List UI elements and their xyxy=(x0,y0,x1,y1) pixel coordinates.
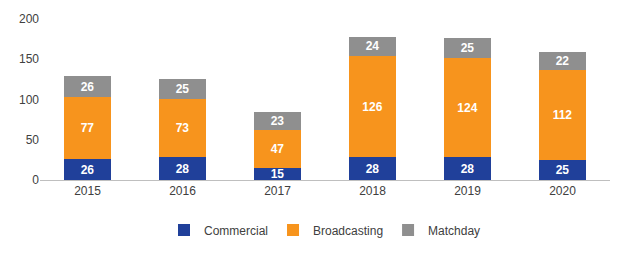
svg-text:124: 124 xyxy=(457,101,477,115)
svg-text:28: 28 xyxy=(176,162,190,176)
svg-text:Commercial: Commercial xyxy=(204,224,268,238)
svg-text:77: 77 xyxy=(81,121,95,135)
svg-text:73: 73 xyxy=(176,121,190,135)
svg-text:22: 22 xyxy=(556,54,570,68)
svg-text:28: 28 xyxy=(366,162,380,176)
svg-text:15: 15 xyxy=(271,167,285,181)
svg-text:2016: 2016 xyxy=(169,184,196,198)
svg-text:2020: 2020 xyxy=(549,184,576,198)
svg-text:25: 25 xyxy=(176,82,190,96)
svg-text:200: 200 xyxy=(19,12,39,26)
svg-text:23: 23 xyxy=(271,114,285,128)
svg-text:2015: 2015 xyxy=(74,184,101,198)
svg-text:26: 26 xyxy=(81,80,95,94)
svg-text:25: 25 xyxy=(461,41,475,55)
svg-text:150: 150 xyxy=(19,52,39,66)
svg-text:Matchday: Matchday xyxy=(428,224,480,238)
svg-text:0: 0 xyxy=(32,173,39,187)
svg-text:112: 112 xyxy=(553,108,573,122)
svg-text:100: 100 xyxy=(19,93,39,107)
svg-text:24: 24 xyxy=(366,39,380,53)
svg-text:28: 28 xyxy=(461,162,475,176)
svg-text:2017: 2017 xyxy=(264,184,291,198)
svg-text:50: 50 xyxy=(26,133,40,147)
svg-text:2018: 2018 xyxy=(359,184,386,198)
svg-text:Broadcasting: Broadcasting xyxy=(313,224,383,238)
svg-text:47: 47 xyxy=(271,142,285,156)
svg-text:25: 25 xyxy=(556,163,570,177)
svg-text:2019: 2019 xyxy=(454,184,481,198)
svg-text:126: 126 xyxy=(362,100,382,114)
svg-text:26: 26 xyxy=(81,163,95,177)
